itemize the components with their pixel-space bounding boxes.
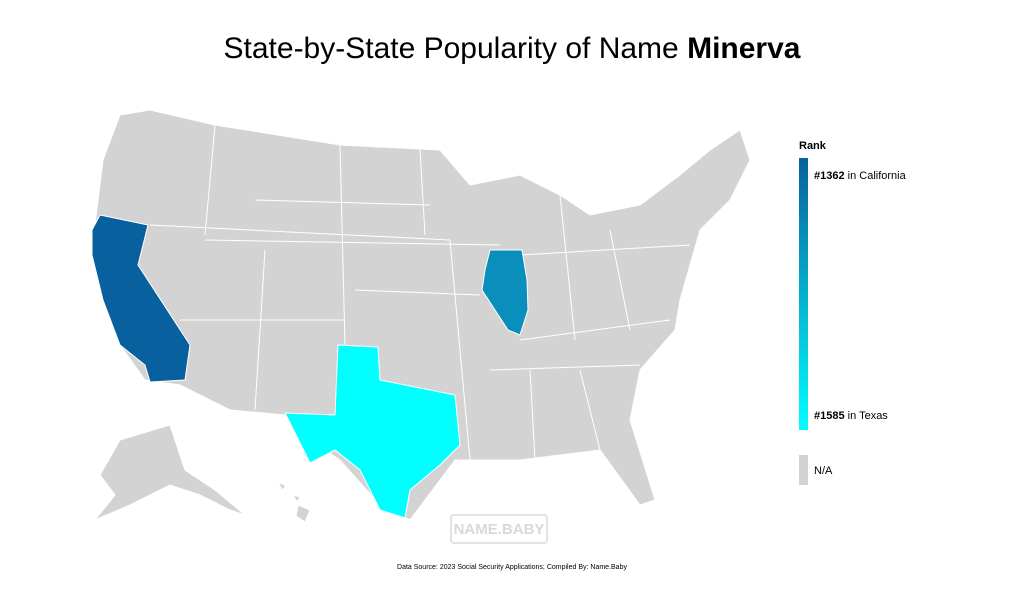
alaska [94,424,246,521]
state-illinois [481,249,529,336]
hawaii [276,480,311,523]
legend-na: N/A [814,465,833,477]
state-texas [284,344,461,519]
state-california [91,214,191,383]
watermark-box [450,514,548,544]
base-map [94,109,751,523]
legend-gradient [799,158,808,430]
watermark: NAME.BABY [454,521,545,538]
legend-entry: #1362 in California [814,170,907,182]
legend-na-swatch [799,455,808,485]
legend-rank: #1585 [814,410,845,422]
legend-entry: #1585 in Texas [814,410,888,422]
legend-title: Rank [799,140,827,152]
border [149,124,691,461]
legend-rank: #1362 [814,170,845,182]
legend-text: in Texas [848,410,889,422]
title: State-by-State Popularity of Name Minerv… [224,32,801,65]
source: Data Source: 2023 Social Security Applic… [397,564,627,571]
title-name: Minerva [687,32,801,65]
state-borders [149,124,691,461]
mainland [94,109,751,521]
title-text: State-by-State Popularity of Name [224,32,679,65]
legend-text: in California [848,170,907,182]
